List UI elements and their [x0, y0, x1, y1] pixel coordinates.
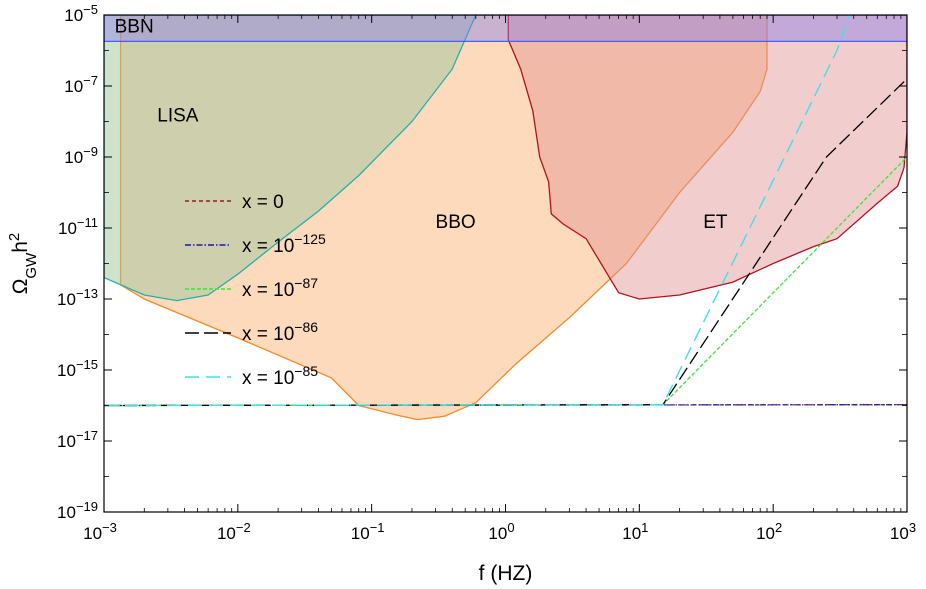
- region-et-outline: [507, 15, 907, 300]
- y-axis-title-sup: 2: [6, 233, 23, 241]
- region-bbn-fill: [104, 15, 907, 42]
- y-tick-label: 10−13: [57, 286, 98, 310]
- region-bbo-outline: [119, 15, 768, 421]
- x-axis: 10−3 10−2 10−1 100 101 102 103: [83, 15, 916, 543]
- legend-label: x = 10−85: [242, 363, 318, 389]
- y-axis-title-tail: h: [9, 241, 32, 253]
- legend: x = 0 x = 10−125 x = 10−87 x = 10−86 x = 10−…: [185, 192, 326, 389]
- x-tick-label: 10−2: [217, 520, 251, 544]
- y-tick-label: 10−11: [58, 215, 98, 239]
- x-tick-label: 10−3: [83, 520, 117, 544]
- y-tick-label: 10−19: [57, 499, 98, 523]
- y-tick-label: 10−9: [64, 144, 98, 168]
- legend-label: x = 10−125: [242, 231, 326, 257]
- legend-label: x = 10−87: [242, 275, 318, 301]
- region-label-bbo: BBO: [436, 212, 476, 233]
- region-et-fill: [508, 15, 907, 299]
- y-tick-label: 10−17: [57, 428, 98, 452]
- region-lisa-outline: [104, 15, 477, 302]
- legend-label: x = 10−86: [242, 319, 318, 345]
- y-axis: 10−19 10−17 10−15 10−13 10−11 10−9 10−7 10−5: [57, 2, 907, 523]
- y-axis-title-sub: GW: [23, 252, 40, 279]
- x-tick-label: 103: [890, 520, 916, 544]
- regions-layer: [104, 15, 907, 421]
- x-tick-label: 10−1: [351, 520, 385, 544]
- series-layer: [104, 15, 907, 407]
- legend-label: x = 0: [242, 192, 284, 213]
- x-tick-label: 101: [622, 520, 648, 544]
- x-tick-label: 100: [488, 520, 514, 544]
- y-tick-label: 10−5: [64, 2, 98, 26]
- region-label-lisa: LISA: [157, 106, 199, 127]
- y-axis-title: ΩGWh2: [6, 233, 40, 295]
- y-axis-title-main: Ω: [9, 279, 32, 295]
- series-line-4: [104, 15, 850, 407]
- y-tick-label: 10−7: [64, 73, 98, 97]
- y-tick-label: 10−15: [57, 357, 98, 381]
- x-axis-title: f (HZ): [479, 562, 533, 585]
- x-tick-label: 102: [756, 520, 782, 544]
- series-line-1: [104, 404, 907, 407]
- region-lisa-fill: [104, 15, 476, 301]
- region-label-bbn: BBN: [115, 17, 154, 38]
- region-label-et: ET: [703, 212, 728, 233]
- region-labels: BBO LISA ET BBN: [115, 17, 728, 233]
